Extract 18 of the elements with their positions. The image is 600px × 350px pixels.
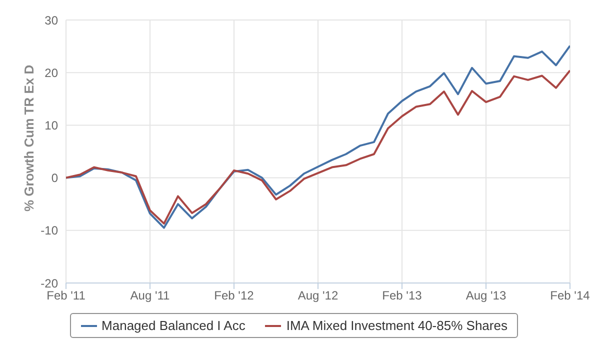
x-tick-label: Aug '12 — [298, 288, 338, 303]
line-series — [66, 44, 570, 229]
x-tick-label: Feb '14 — [550, 288, 590, 303]
x-tick-label: Aug '11 — [130, 288, 170, 303]
y-tick-label: 20 — [44, 66, 58, 80]
y-tick-label: 0 — [51, 171, 58, 186]
y-tick-label: -10 — [40, 224, 58, 238]
x-tick-label: Aug '13 — [466, 288, 506, 303]
legend-label: Managed Balanced I Acc — [102, 318, 246, 333]
legend-label: IMA Mixed Investment 40-85% Shares — [286, 318, 508, 333]
x-tick-label: Feb '13 — [382, 288, 422, 303]
y-tick-label: 30 — [44, 13, 58, 28]
y-axis-title: % Growth Cum TR Ex D — [22, 64, 37, 212]
y-tick-label: 10 — [44, 118, 58, 132]
y-tick-label: -20 — [40, 276, 58, 290]
line-series — [66, 69, 570, 225]
x-tick-label: Feb '12 — [214, 288, 254, 303]
x-tick-label: Feb '11 — [46, 288, 86, 303]
